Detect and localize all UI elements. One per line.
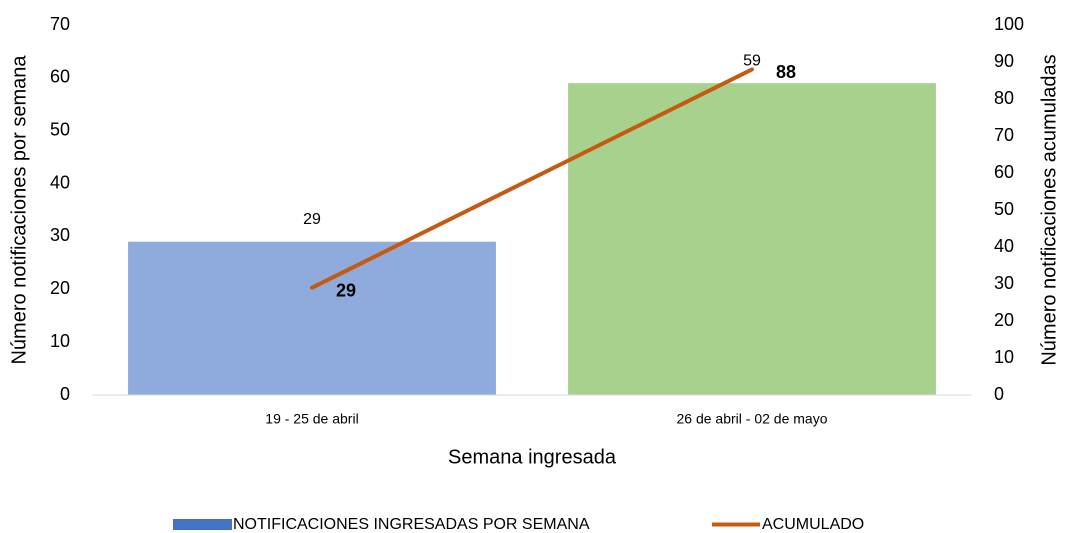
y2-tick-label: 40 [994,236,1014,256]
y2-tick-label: 20 [994,310,1014,330]
y2-tick-label: 100 [994,14,1024,34]
x-axis-title: Semana ingresada [448,446,617,468]
y2-tick-label: 80 [994,88,1014,108]
y-tick-label: 70 [50,14,70,34]
legend-label: ACUMULADO [762,516,864,533]
x-tick-label: 19 - 25 de abril [265,411,358,427]
y-tick-label: 10 [50,331,70,351]
y2-tick-label: 70 [994,125,1014,145]
bar [128,241,496,395]
y2-tick-label: 50 [994,199,1014,219]
y2-tick-label: 90 [994,51,1014,71]
y-tick-label: 20 [50,278,70,298]
bar [568,83,936,396]
bar-value-label: 59 [743,52,761,69]
bar-value-label: 29 [303,211,321,228]
y-tick-label: 50 [50,119,70,139]
y-axis-title: Número notificaciones por semana [8,55,30,365]
line [310,67,754,290]
x-tick-label: 26 de abril - 02 de mayo [677,411,828,427]
y2-tick-label: 30 [994,273,1014,293]
y2-tick-label: 60 [994,162,1014,182]
legend-label: NOTIFICACIONES INGRESADAS POR SEMANA [233,516,590,533]
y2-tick-label: 0 [994,384,1004,404]
y2-tick-label: 10 [994,347,1014,367]
y-tick-label: 40 [50,172,70,192]
line-value-label: 88 [776,62,796,82]
legend-swatch [173,519,232,530]
y2-axis-title: Número notificaciones acumuladas [1038,54,1060,365]
y-tick-label: 60 [50,67,70,87]
line-value-label: 29 [336,280,356,300]
y-tick-label: 30 [50,225,70,245]
y-tick-label: 0 [60,384,70,404]
